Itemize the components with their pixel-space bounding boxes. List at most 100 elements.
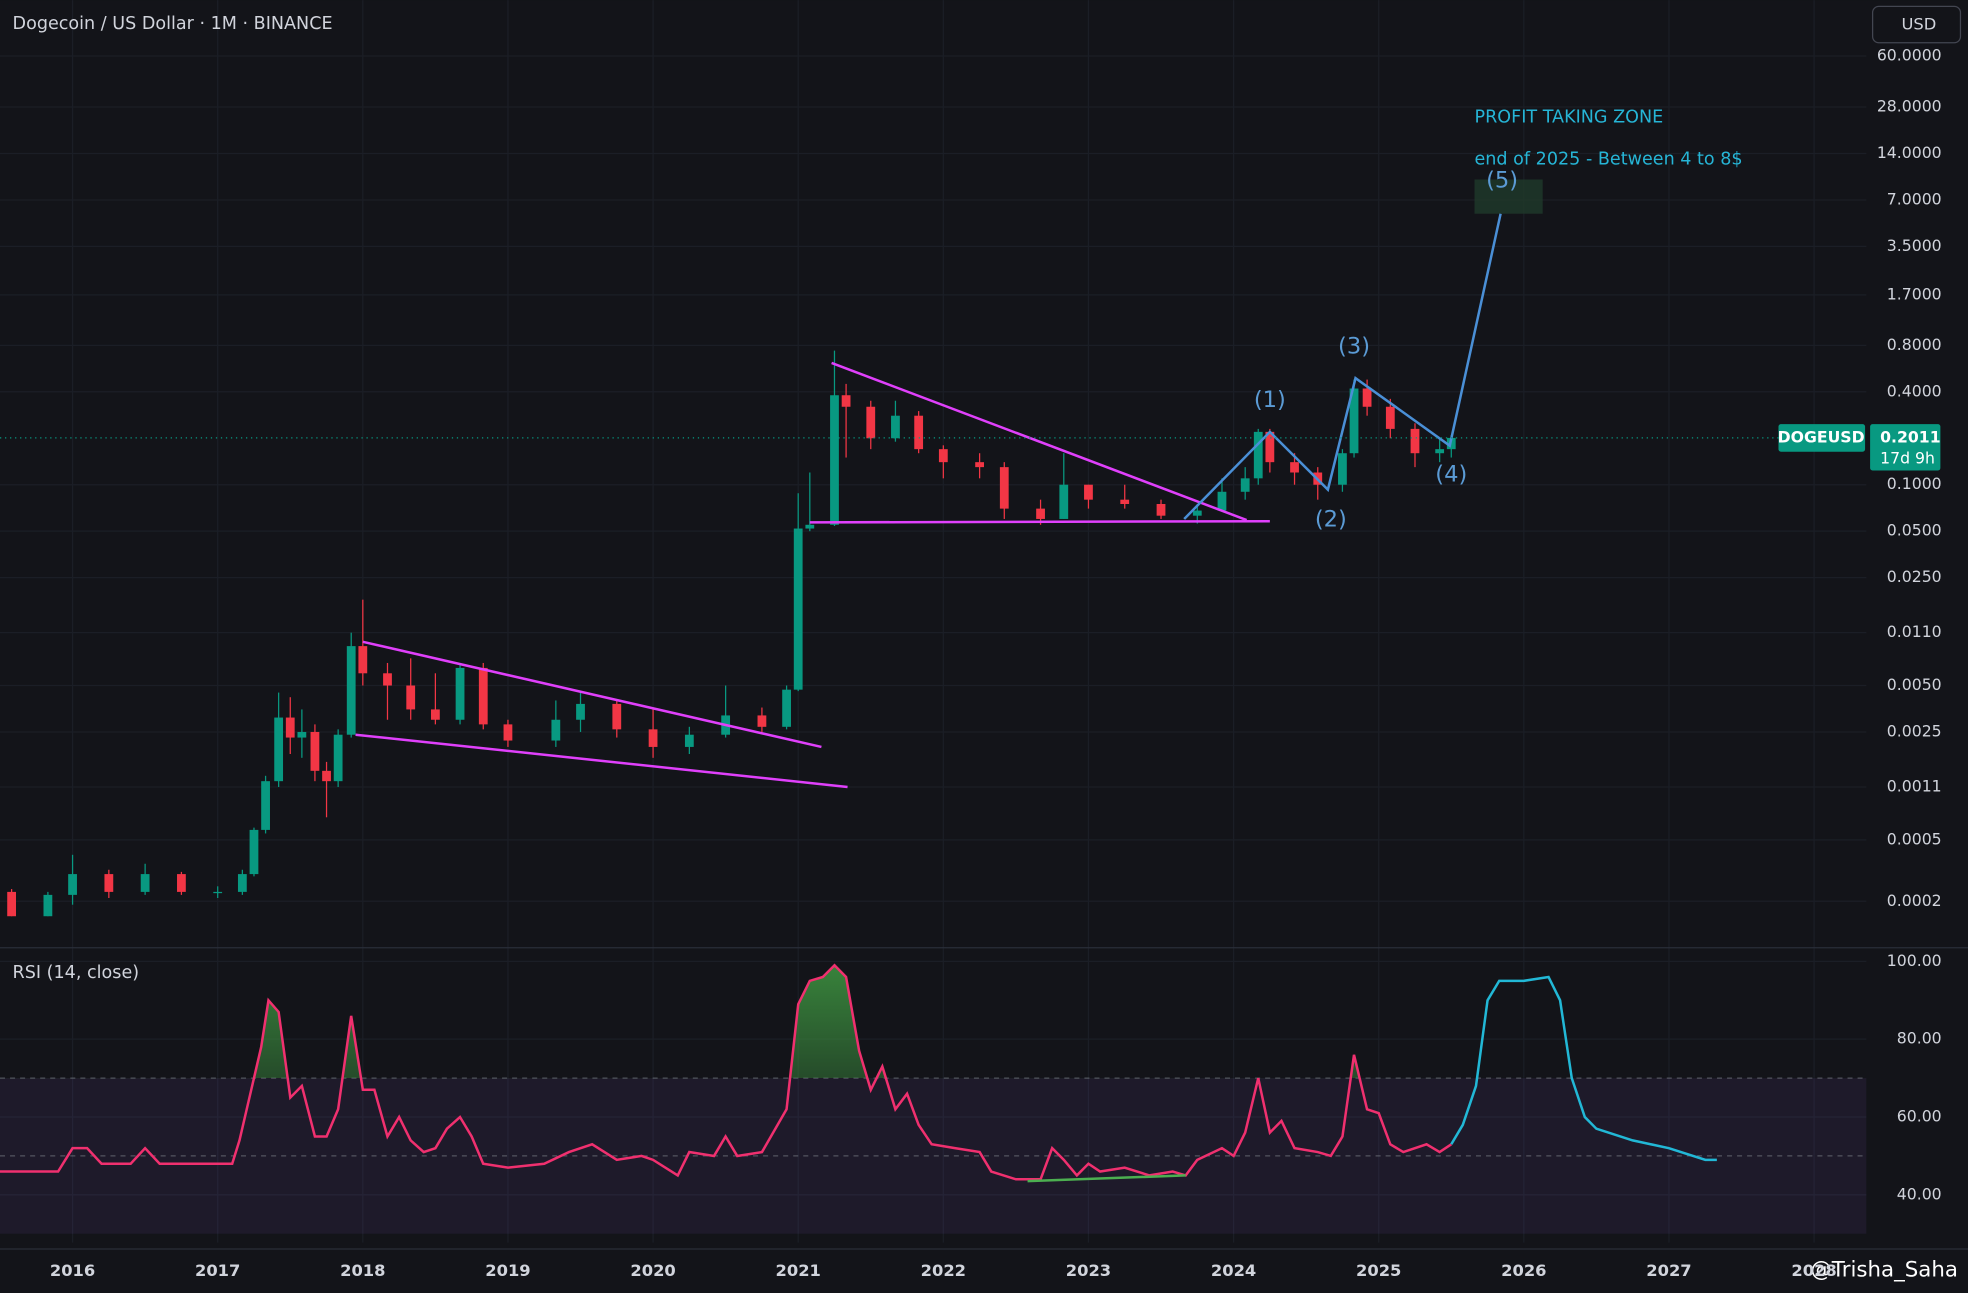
candle-body (793, 528, 803, 690)
rsi-band (0, 1078, 1867, 1234)
x-tick-label: 2017 (195, 1261, 240, 1280)
candle-body (1156, 504, 1166, 516)
y-tick-label: 28.0000 (1877, 97, 1942, 116)
y-tick-label: 0.0110 (1887, 622, 1942, 641)
symbol-tag-label: DOGEUSD (1778, 427, 1865, 446)
annotation: end of 2025 - Between 4 to 8$ (1474, 150, 1742, 170)
candle-body (830, 395, 839, 525)
candle-body (274, 717, 284, 782)
candle-body (1240, 478, 1250, 492)
y-tick-label: 0.0002 (1887, 891, 1942, 910)
y-tick-label: 7.0000 (1887, 189, 1942, 208)
currency-button[interactable] (1871, 5, 1962, 44)
candle-body (503, 724, 513, 741)
currency-button-label[interactable]: USD (1901, 15, 1936, 34)
rsi-line (0, 963, 1452, 1181)
x-tick-label: 2025 (1356, 1261, 1401, 1280)
rsi-overbought-fill (253, 965, 1360, 1079)
x-tick-label: 2023 (1066, 1261, 1111, 1280)
candle-body (1410, 428, 1420, 454)
y-tick-label: 1.7000 (1887, 284, 1942, 303)
candle-body (7, 891, 17, 917)
candle-body (68, 874, 77, 895)
annotation: (3) (1338, 334, 1370, 360)
x-tick-label: 2026 (1501, 1261, 1546, 1280)
y-tick-label: 0.1000 (1887, 474, 1942, 493)
watermark: @Trisha_Saha (1810, 1257, 1957, 1282)
y-tick-label: 60.00 (1897, 1106, 1942, 1125)
price-tag (1870, 424, 1941, 471)
x-tick-label: 2019 (485, 1261, 530, 1280)
price-tag-value: 0.2011 (1880, 427, 1940, 446)
rsi-title: RSI (14, close) (13, 963, 140, 983)
candle-body (261, 781, 270, 830)
candle-body (1265, 431, 1275, 463)
candle-body (1192, 510, 1202, 516)
candle-body (841, 395, 851, 407)
candle-body (297, 731, 307, 738)
candle-body (1120, 499, 1130, 505)
candle-body (285, 717, 295, 738)
trendline (809, 519, 1270, 524)
candle-body (104, 874, 114, 892)
y-tick-label: 0.0500 (1887, 521, 1942, 540)
x-tick-label: 2018 (340, 1261, 385, 1280)
annotation: PROFIT TAKING ZONE (1474, 107, 1663, 127)
candle-body (938, 449, 948, 463)
annotation: (5) (1486, 167, 1518, 193)
candle-body (478, 667, 488, 725)
y-tick-label: 0.0011 (1887, 777, 1942, 796)
candle-body (612, 703, 622, 730)
candle-body (140, 874, 150, 892)
annotation: (2) (1315, 507, 1347, 533)
x-tick-label: 2027 (1646, 1261, 1691, 1280)
y-tick-label: 0.0250 (1887, 567, 1942, 586)
y-tick-label: 0.4000 (1887, 381, 1942, 400)
trendline (355, 733, 848, 789)
candle-body (346, 646, 356, 735)
candle-body (1036, 508, 1045, 519)
candle-body (358, 646, 368, 674)
x-tick-label: 2021 (776, 1261, 821, 1280)
candle-body (430, 709, 440, 720)
y-tick-label: 0.0025 (1887, 721, 1942, 740)
candle-body (249, 829, 259, 875)
y-tick-label: 100.00 (1887, 951, 1942, 970)
x-tick-label: 2022 (921, 1261, 966, 1280)
annotation: (4) (1435, 461, 1467, 487)
candle-body (406, 685, 416, 710)
candle-body (975, 462, 985, 468)
candle-body (1362, 388, 1372, 407)
candle-body (576, 703, 585, 720)
candle-body (1290, 462, 1299, 473)
rsi-line (1027, 1174, 1186, 1183)
candle-body (782, 689, 791, 727)
price-tag-countdown: 17d 9h (1880, 449, 1935, 468)
candle-body (333, 734, 343, 782)
profit-zone (1474, 179, 1543, 214)
wave-path (1183, 213, 1502, 520)
candle-body (1084, 484, 1093, 500)
symbol-title: Dogecoin / US Dollar · 1M · BINANCE (13, 14, 333, 34)
candle-body (866, 406, 876, 439)
candle-body (914, 415, 924, 450)
y-tick-label: 0.0050 (1887, 675, 1942, 694)
trendline (831, 361, 1248, 522)
candle-body (551, 719, 561, 741)
candle-body (1253, 431, 1263, 479)
candle-body (648, 729, 658, 747)
y-tick-label: 0.0005 (1887, 829, 1942, 848)
candle-body (1059, 484, 1069, 519)
candle-body (891, 415, 900, 439)
candle-body (213, 891, 223, 894)
candle-body (1435, 449, 1445, 454)
y-tick-label: 0.8000 (1887, 335, 1942, 354)
candle-body (757, 715, 767, 727)
x-tick-label: 2016 (50, 1261, 95, 1280)
candle-body (684, 734, 694, 747)
x-tick-label: 2024 (1211, 1261, 1256, 1280)
candle-body (310, 731, 320, 771)
